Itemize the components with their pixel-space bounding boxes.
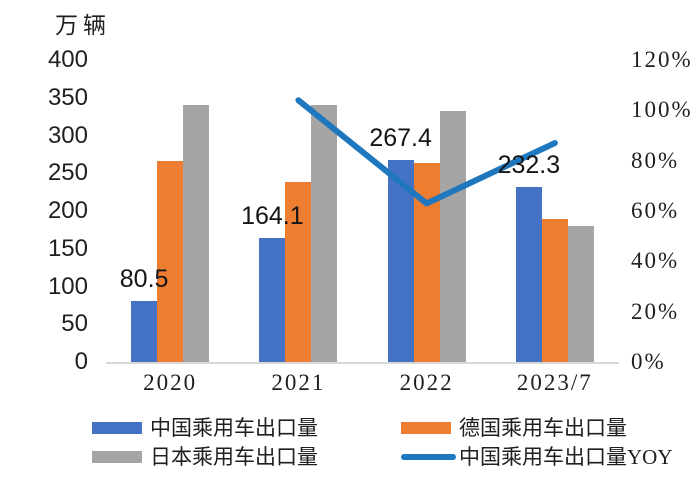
legend-label-中国乘用车出口量: 中国乘用车出口量 <box>150 416 318 440</box>
data-label-2021: 164.1 <box>241 202 304 231</box>
left-axis-tick: 200 <box>47 197 88 224</box>
left-axis-tick: 0 <box>74 348 88 375</box>
right-axis-tick: 100% <box>631 97 693 123</box>
left-axis-unit-label: 万辆 <box>55 12 111 38</box>
bar-日本乘用车出口量-2020 <box>183 105 210 362</box>
bar-中国乘用车出口量-2021 <box>259 238 286 362</box>
right-axis-tick: 60% <box>631 198 680 223</box>
right-axis-tick: 120% <box>631 47 693 72</box>
legend-swatch-日本乘用车出口量 <box>92 451 142 463</box>
data-label-2023/7: 232.3 <box>497 150 561 179</box>
bar-中国乘用车出口量-2020 <box>131 301 158 362</box>
right-axis-tick: 40% <box>631 248 680 274</box>
x-axis-label: 2023/7 <box>516 370 593 395</box>
left-axis-tick: 400 <box>47 46 88 73</box>
right-axis-tick: 0% <box>631 349 666 374</box>
right-axis-tick: 80% <box>631 147 680 173</box>
x-axis-line <box>106 362 619 364</box>
legend-swatch-德国乘用车出口量 <box>401 422 451 434</box>
bar-日本乘用车出口量-2023/7 <box>567 226 594 362</box>
bar-中国乘用车出口量-2022 <box>387 160 414 362</box>
left-axis-tick: 50 <box>61 310 88 338</box>
legend-label-德国乘用车出口量: 德国乘用车出口量 <box>459 416 627 440</box>
bar-德国乘用车出口量-2020 <box>157 161 184 362</box>
data-label-2020: 80.5 <box>119 265 169 294</box>
bar-德国乘用车出口量-2022 <box>413 162 440 362</box>
left-axis-tick: 100 <box>47 272 88 300</box>
bar-日本乘用车出口量-2021 <box>311 105 338 362</box>
left-axis-tick: 150 <box>47 234 88 262</box>
left-axis-tick: 300 <box>47 121 88 149</box>
left-axis-tick: 250 <box>47 159 88 187</box>
legend-line-swatch-中国乘用车出口量YOY <box>401 454 456 460</box>
bar-德国乘用车出口量-2023/7 <box>541 219 568 362</box>
data-label-2022: 267.4 <box>369 124 432 153</box>
x-axis-label: 2021 <box>271 370 326 395</box>
bar-中国乘用车出口量-2023/7 <box>515 186 542 362</box>
legend-label-日本乘用车出口量: 日本乘用车出口量 <box>150 445 318 469</box>
legend-swatch-中国乘用车出口量 <box>92 422 142 434</box>
x-axis-label: 2022 <box>399 370 454 395</box>
left-axis-tick: 350 <box>47 83 88 111</box>
right-axis-tick: 20% <box>631 298 680 324</box>
legend-label-中国乘用车出口量YOY: 中国乘用车出口量YOY <box>459 445 673 469</box>
x-axis-label: 2020 <box>143 370 198 395</box>
bar-德国乘用车出口量-2021 <box>285 182 312 362</box>
